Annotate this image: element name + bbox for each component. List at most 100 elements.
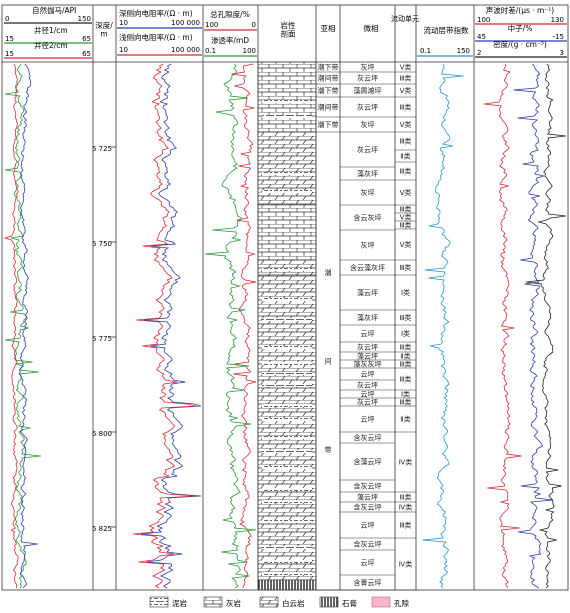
- flow-unit-label: Ⅲ类: [400, 397, 412, 406]
- flow-unit-label: Ⅲ类: [400, 263, 412, 272]
- depth-tick: 5 800: [92, 430, 112, 438]
- flow-unit-label: Ⅲ类: [400, 520, 412, 529]
- flow-unit-label: Ⅲ类: [400, 342, 412, 351]
- porosity-curve: [231, 63, 257, 589]
- por-max: 0: [252, 21, 256, 29]
- perm-title: 渗透率/mD: [211, 35, 249, 45]
- permeability-curve: [204, 63, 257, 589]
- flow-unit-label: Ⅱ类: [400, 151, 410, 160]
- track-frame: [1, 4, 569, 591]
- legend: 泥岩 灰岩 白云岩 石膏 孔隙: [149, 596, 409, 608]
- subfacies-label: 潮间带: [318, 73, 339, 82]
- legend-swatch-pore: [371, 596, 391, 608]
- microfacies-label: 云坪: [361, 521, 375, 529]
- microfacies-label: 含云灰坪: [354, 213, 382, 222]
- depth-tick: 5 725: [92, 145, 112, 153]
- cnl-max: -15: [553, 33, 564, 41]
- depth-title: 深度/m: [95, 20, 113, 39]
- mudstone-seam: [262, 572, 312, 575]
- microfacies-label: 藻云坪: [357, 351, 378, 360]
- cal2-max: 65: [82, 50, 91, 58]
- flow-unit-label: Ⅴ类: [400, 62, 412, 71]
- legend-label-dolomite: 白云岩: [282, 598, 305, 608]
- mudstone-seam: [262, 346, 312, 349]
- mudstone-seam: [262, 404, 312, 407]
- flow-unit-label: Ⅴ类: [400, 188, 412, 197]
- flow-unit-label: Ⅲ类: [400, 73, 412, 82]
- microfacies-title: 微相: [364, 23, 379, 33]
- mudstone-seam: [262, 560, 312, 563]
- legend-swatch-mudstone: [149, 596, 169, 608]
- facies-zones: 潮下带潮间带潮下带潮间带潮下带潮间带灰坪灰云坪藻屑滩坪灰云坪灰坪灰云坪藻灰坪灰坪…: [316, 62, 416, 591]
- microfacies-label: 藻屑滩坪: [354, 86, 382, 95]
- microfacies-label: 藻云坪: [357, 492, 378, 501]
- flow-unit-label: Ⅰ类: [401, 329, 410, 338]
- mudstone-seam: [262, 500, 312, 503]
- cal2-title: 井径2/cm: [34, 40, 68, 50]
- shallow-resistivity-curve: [132, 63, 197, 589]
- microfacies-label: 含藻云坪: [354, 457, 382, 466]
- flow-unit-label: Ⅲ类: [400, 492, 412, 501]
- sonic-curve: [483, 63, 522, 589]
- caliper-1-curve: [3, 63, 19, 589]
- flow-unit-label: Ⅳ类: [399, 457, 412, 466]
- legend-label-pore: 孔隙: [394, 599, 409, 608]
- lls-title: 浅侧向电阻率/(Ω · m): [119, 32, 193, 42]
- por-min: 100: [205, 21, 218, 29]
- subfacies-title: 亚相: [321, 23, 336, 33]
- flow-unit-label: Ⅱ类: [400, 351, 410, 360]
- caliper-2-curve: [18, 63, 38, 589]
- microfacies-label: 含膏云坪: [354, 578, 382, 587]
- den-max: 3: [560, 49, 564, 57]
- cnl-min: 45: [477, 33, 486, 41]
- mudstone-seam: [262, 520, 312, 523]
- microfacies-label: 含灰云坪: [354, 539, 382, 548]
- fzi-title: 流动层带指数: [424, 25, 469, 35]
- gamma-ray-curve: [4, 63, 42, 589]
- outer-border: [1, 4, 569, 591]
- legend-swatch-gypsum: [319, 596, 339, 608]
- mudstone-seam: [262, 318, 312, 321]
- lithology-interval: [257, 204, 317, 261]
- den-title: 密度/(g · cm⁻³): [493, 39, 547, 49]
- depth-tick: 5 825: [92, 525, 112, 533]
- cal1-min: 15: [5, 35, 14, 43]
- cal1-title: 井径1/cm: [34, 25, 68, 35]
- microfacies-label: 云坪: [361, 415, 375, 423]
- fzi-min: 0.1: [420, 47, 431, 55]
- flow-unit-label: Ⅳ类: [399, 502, 412, 511]
- flow-unit-label: Ⅴ类: [400, 120, 412, 129]
- subfacies-label: 潮间带: [325, 268, 332, 454]
- density-curve: [525, 63, 567, 589]
- flow-unit-label: Ⅲ类: [400, 204, 412, 213]
- flow-unit-label: Ⅰ类: [401, 389, 410, 398]
- ac-title: 声波时差/(μs · m⁻¹): [486, 5, 555, 15]
- legend-label-limestone: 灰岩: [226, 598, 241, 608]
- mudstone-seam: [262, 115, 312, 118]
- mudstone-seam: [262, 100, 312, 103]
- flow-unit-label: Ⅲ类: [400, 136, 412, 145]
- flow-unit-label: Ⅲ类: [400, 102, 412, 111]
- fzi-max: 150: [457, 47, 470, 55]
- litho-title: 岩性剖面: [281, 20, 296, 39]
- flow-unit-label: Ⅴ类: [400, 212, 412, 221]
- microfacies-label: 灰云坪: [357, 397, 378, 406]
- microfacies-label: 灰坪: [361, 188, 375, 197]
- subfacies-label: 潮下带: [318, 62, 339, 71]
- microfacies-label: 灰云坪: [357, 342, 378, 351]
- legend-label-gypsum: 石膏: [342, 598, 357, 608]
- microfacies-label: 藻灰坪: [357, 313, 378, 322]
- microfacies-label: 含云藻灰坪: [350, 263, 385, 272]
- legend-label-mudstone: 泥岩: [172, 598, 187, 608]
- flow-unit-label: Ⅰ类: [401, 288, 410, 297]
- microfacies-label: 云坪: [361, 390, 375, 398]
- lithology-interval: [257, 579, 317, 591]
- microfacies-label: 含灰云坪: [354, 433, 382, 442]
- gr-max: 150: [78, 15, 91, 23]
- microfacies-label: 藻灰灰坪: [354, 359, 382, 368]
- flow-unit-label: Ⅴ类: [400, 86, 412, 95]
- microfacies-label: 含灰云坪: [354, 481, 382, 490]
- lithology-interval: [257, 259, 317, 276]
- microfacies-label: 云坪: [361, 330, 375, 338]
- perm-max: 100: [243, 47, 256, 55]
